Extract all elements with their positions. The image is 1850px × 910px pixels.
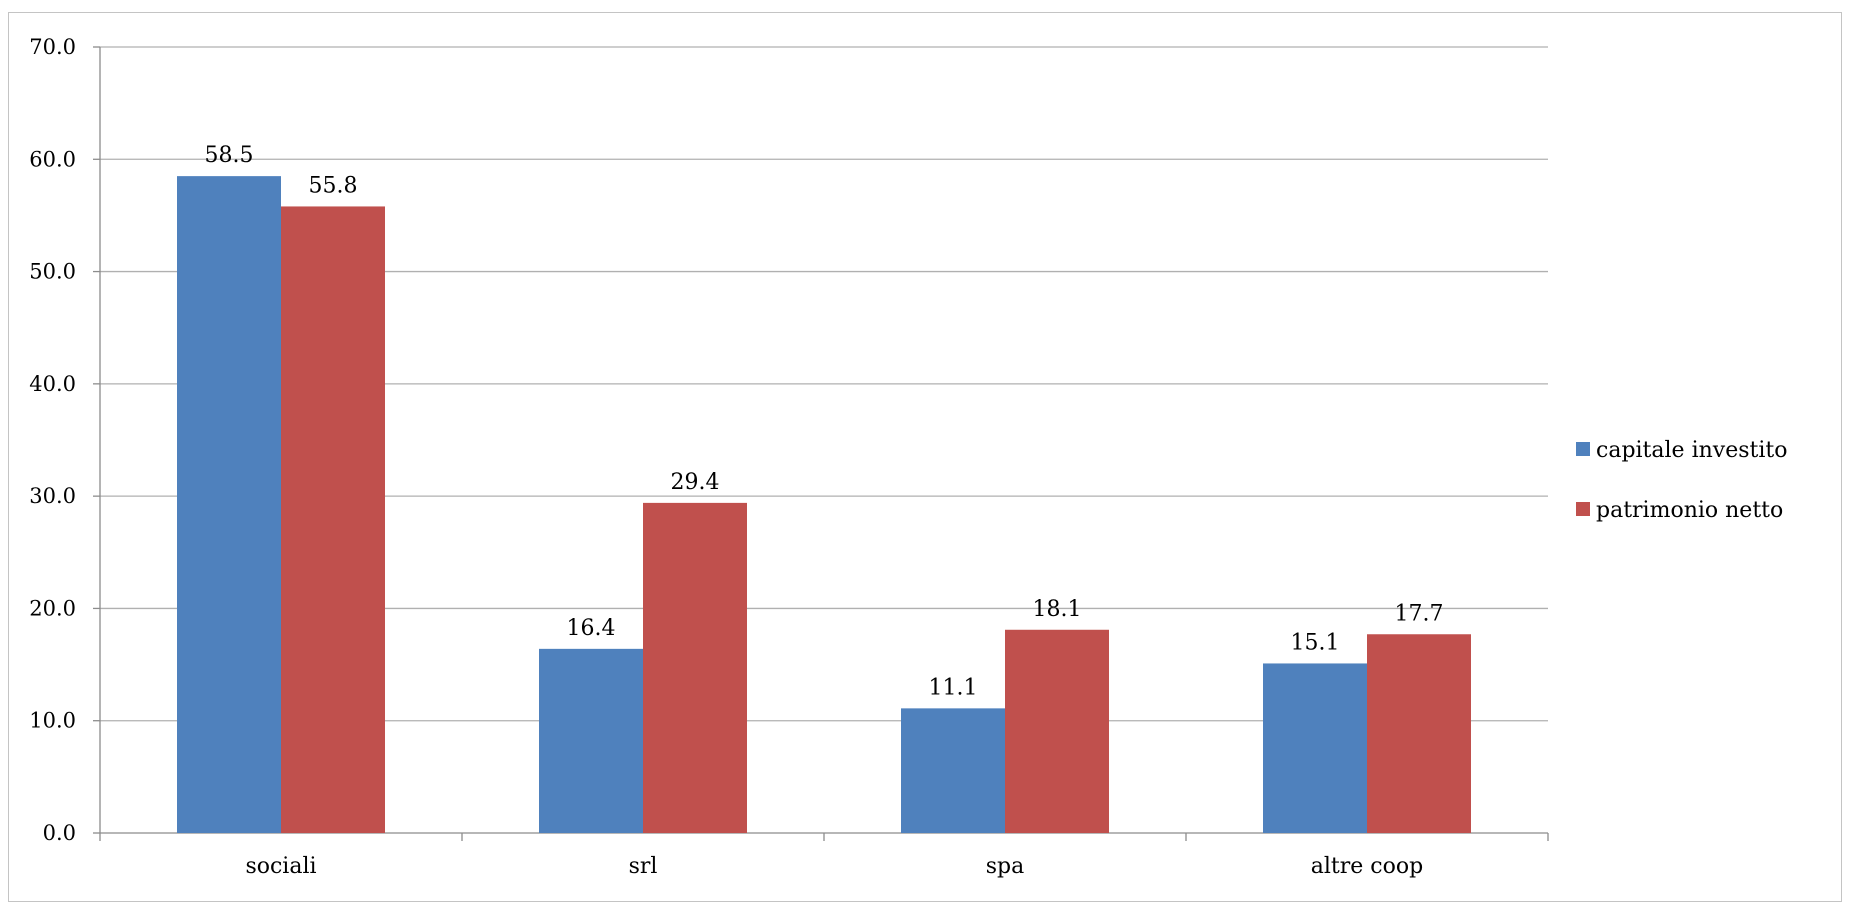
legend-swatch	[1576, 442, 1590, 456]
bar	[281, 206, 385, 834]
bar	[1005, 629, 1109, 833]
bar	[539, 648, 643, 833]
axes: 0.0 10.0 20.0 30.0 40.0 50.0 60.0 70.0 sociali sr…	[29, 35, 1549, 879]
legend-label: patrimonio netto	[1596, 498, 1783, 523]
data-label: 58.5	[205, 143, 254, 168]
data-label: 15.1	[1291, 630, 1340, 655]
y-tick-label: 70.0	[29, 35, 76, 59]
x-category-label: altre coop	[1311, 854, 1423, 879]
x-category-label: srl	[629, 854, 658, 879]
y-tick-label: 60.0	[29, 147, 76, 171]
data-label: 16.4	[567, 616, 616, 641]
bars	[177, 176, 1471, 834]
bar	[1263, 663, 1367, 833]
data-labels: 58.5 55.8 16.4 29.4 11.1 18.1 15.1 17.7	[205, 143, 1444, 700]
bar	[177, 176, 281, 834]
bar	[1367, 634, 1471, 833]
data-label: 11.1	[929, 675, 978, 700]
data-label: 29.4	[671, 470, 720, 495]
x-category-label: spa	[986, 854, 1025, 879]
y-tick-label: 40.0	[29, 372, 76, 396]
bar	[643, 502, 747, 833]
legend-swatch	[1576, 502, 1590, 516]
legend-label: capitale investito	[1596, 438, 1787, 463]
data-label: 17.7	[1395, 601, 1444, 626]
y-tick-label: 0.0	[43, 821, 76, 845]
y-tick-label: 30.0	[29, 484, 76, 508]
y-tick-label: 10.0	[29, 709, 76, 733]
y-tick-label: 20.0	[29, 596, 76, 620]
x-category-label: sociali	[245, 854, 316, 879]
bar	[901, 708, 1005, 833]
y-tick-label: 50.0	[29, 260, 76, 284]
data-label: 18.1	[1033, 597, 1082, 622]
legend: capitale investito patrimonio netto	[1576, 438, 1787, 523]
data-label: 55.8	[309, 173, 358, 198]
